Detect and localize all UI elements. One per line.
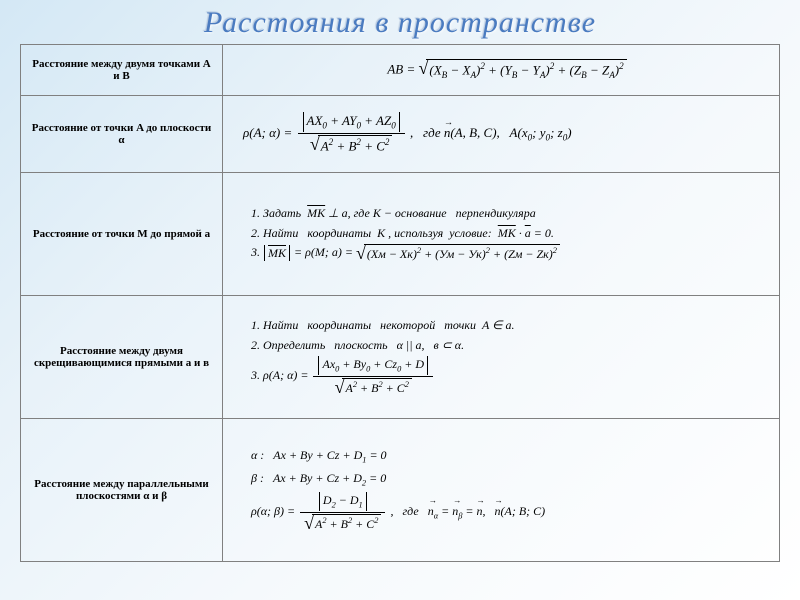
- row-formula: ρ(A; α) = AX0 + AY0 + AZ0√A2 + B2 + C2 ,…: [223, 96, 780, 173]
- row-label: Расстояние от точки A до плоскости α: [21, 96, 223, 173]
- row-label: Расстояние между двумя скрещивающимися п…: [21, 296, 223, 419]
- row-formula: α : Ax + By + Cz + D1 = 0β : Ax + By + C…: [223, 419, 780, 562]
- table-row: Расстояние между двумя скрещивающимися п…: [21, 296, 780, 419]
- row-label: Расстояние между двумя точками A и B: [21, 45, 223, 96]
- row-label: Расстояние от точки M до прямой a: [21, 173, 223, 296]
- row-formula: 1. Найти координаты некоторой точки A ∈ …: [223, 296, 780, 419]
- row-formula: AB = √(XB − XA)2 + (YB − YA)2 + (ZB − ZA…: [223, 45, 780, 96]
- table-row: Расстояние между параллельными плоскостя…: [21, 419, 780, 562]
- page-title: Расстояния в пространстве: [0, 0, 800, 44]
- formula-table: Расстояние между двумя точками A и B AB …: [20, 44, 780, 562]
- table-row: Расстояние от точки M до прямой a 1. Зад…: [21, 173, 780, 296]
- table-row: Расстояние между двумя точками A и B AB …: [21, 45, 780, 96]
- row-formula: 1. Задать MK ⊥ a, где K − основание перп…: [223, 173, 780, 296]
- table-row: Расстояние от точки A до плоскости α ρ(A…: [21, 96, 780, 173]
- row-label: Расстояние между параллельными плоскостя…: [21, 419, 223, 562]
